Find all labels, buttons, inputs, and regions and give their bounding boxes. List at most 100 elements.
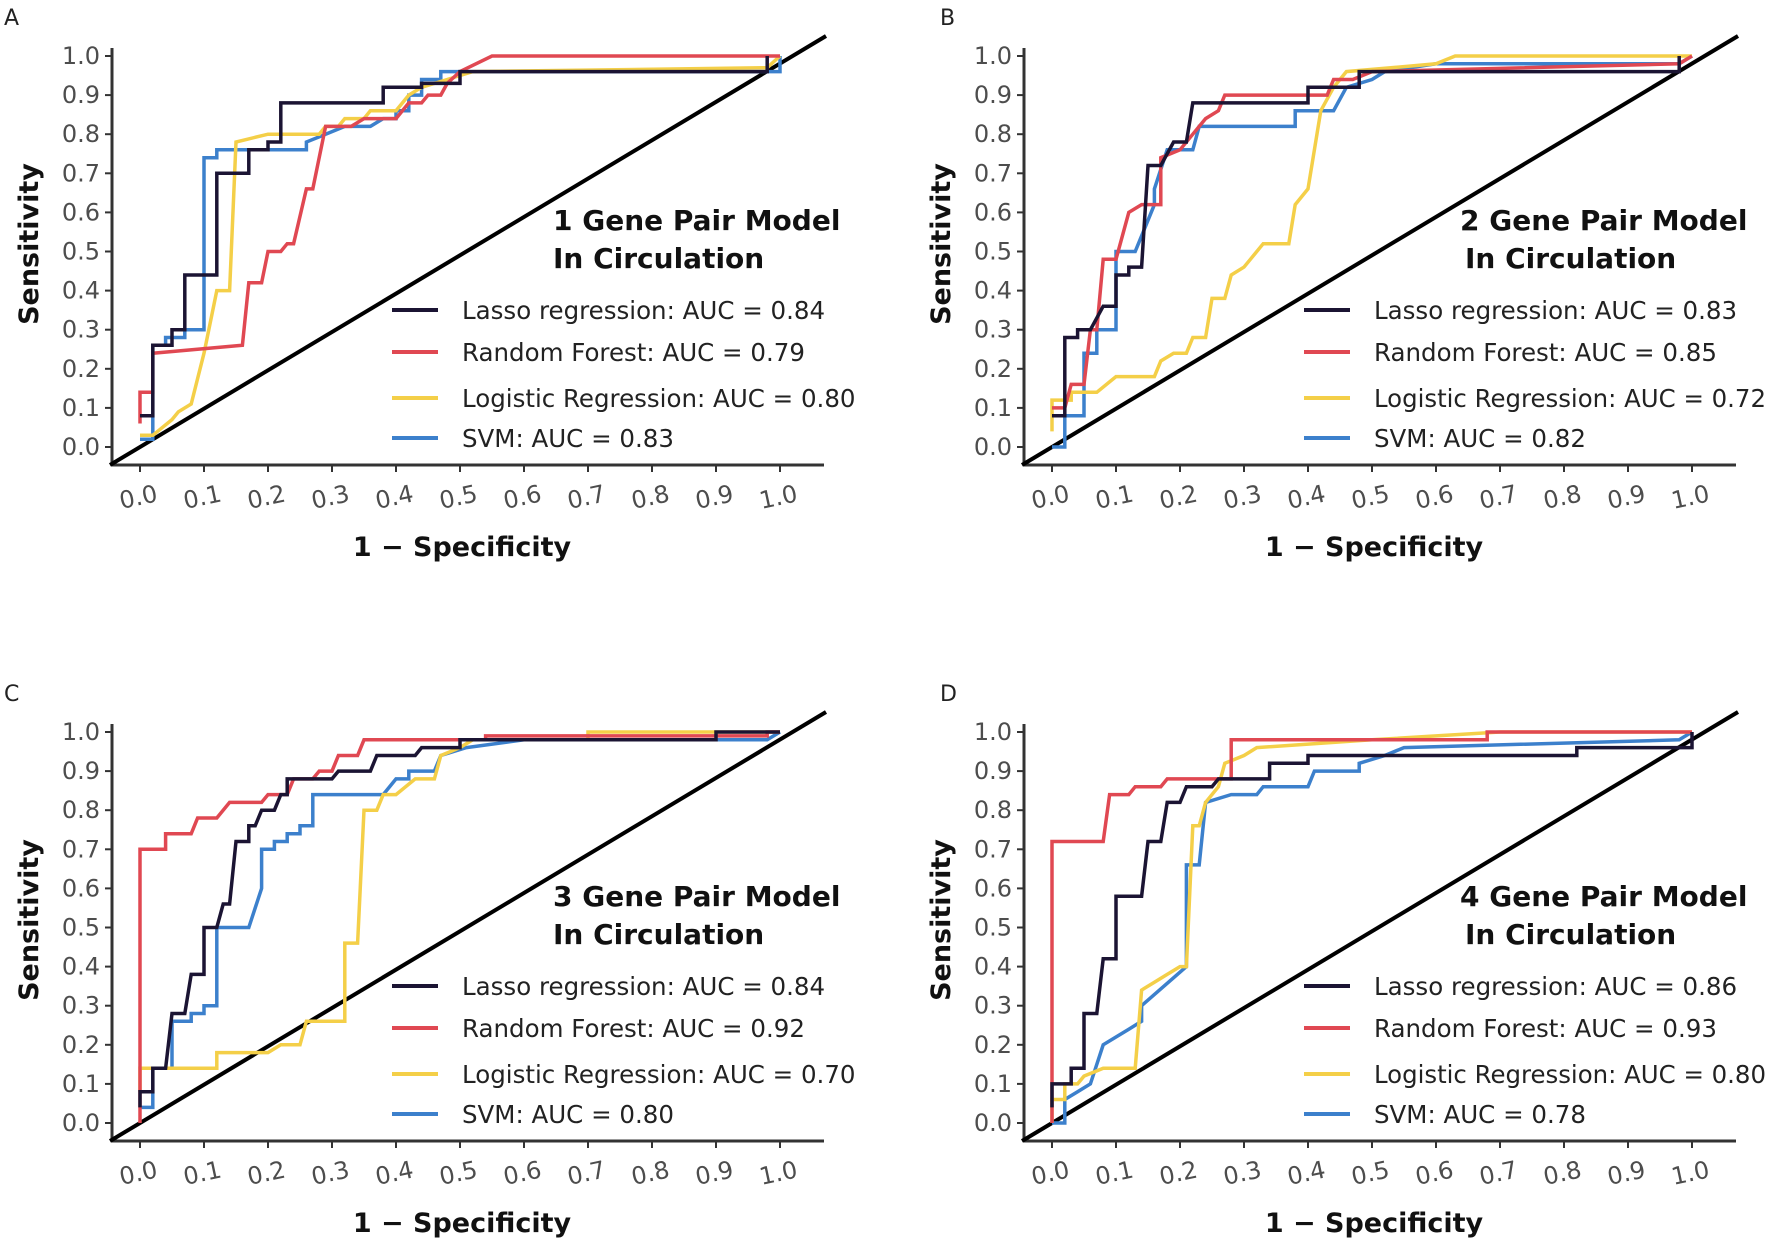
y-tick-label: 0.5 xyxy=(62,914,100,942)
y-tick-label: 1.0 xyxy=(974,42,1012,70)
x-tick-label: 0.2 xyxy=(245,1156,288,1191)
model-title-line-1: 2 Gene Pair Model xyxy=(1460,204,1747,237)
y-tick-label: 0.7 xyxy=(62,835,100,863)
x-tick-label: 0.9 xyxy=(693,1156,736,1191)
y-axis-title: Sensitivity xyxy=(14,163,45,325)
legend-label-lasso: Lasso regression: AUC = 0.83 xyxy=(1374,296,1737,325)
x-tick-label: 0.9 xyxy=(693,480,736,515)
x-tick-label: 0.8 xyxy=(1541,480,1584,515)
legend-label-logistic: Logistic Regression: AUC = 0.72 xyxy=(1374,384,1766,413)
roc-plot-area: 0.0 0.1 0.2 0.3 0.4 0.5 0.6 0.7 0.8 0.9 1.0 0.0 0.1 0… xyxy=(62,34,828,515)
y-tick-label: 0.3 xyxy=(974,992,1012,1020)
model-title-line-1: 3 Gene Pair Model xyxy=(553,880,840,913)
legend: Lasso regression: AUC = 0.83 Random Fore… xyxy=(1304,296,1766,453)
x-tick-label: 1.0 xyxy=(757,480,800,515)
x-tick-label: 1.0 xyxy=(757,1156,800,1191)
y-tick-label: 0.4 xyxy=(62,277,100,305)
panel-letter: D xyxy=(940,682,957,707)
y-tick-label: 0.8 xyxy=(974,120,1012,148)
y-axis-title: Sensitivity xyxy=(926,163,957,325)
y-tick-label: 0.9 xyxy=(62,757,100,785)
roc-curve-rf xyxy=(138,54,780,424)
y-tick-label: 0.3 xyxy=(62,316,100,344)
y-tick-label: 0.9 xyxy=(974,757,1012,785)
x-tick-label: 0.7 xyxy=(1477,1156,1520,1191)
legend: Lasso regression: AUC = 0.84 Random Fore… xyxy=(392,972,856,1129)
legend-label-svm: SVM: AUC = 0.80 xyxy=(462,1100,674,1129)
x-axis-title: 1 − Specificity xyxy=(1265,532,1484,563)
y-tick-label: 0.1 xyxy=(974,1070,1012,1098)
model-title-line-1: 1 Gene Pair Model xyxy=(553,204,840,237)
y-axis-title: Sensitivity xyxy=(14,839,45,1001)
x-tick-label: 0.3 xyxy=(1221,1156,1264,1191)
x-axis-title: 1 − Specificity xyxy=(353,532,572,563)
y-tick-label: 0.1 xyxy=(974,394,1012,422)
y-tick-label: 0.2 xyxy=(62,355,100,383)
y-tick-label: 1.0 xyxy=(974,718,1012,746)
x-tick-label: 0.0 xyxy=(1029,1156,1072,1191)
roc-curve-svm xyxy=(140,730,781,1110)
legend-label-lasso: Lasso regression: AUC = 0.84 xyxy=(462,296,825,325)
x-tick-label: 0.5 xyxy=(437,480,480,515)
panel-letter: A xyxy=(4,6,19,31)
y-tick-label: 0.2 xyxy=(974,1031,1012,1059)
y-tick-label: 0.6 xyxy=(974,874,1012,902)
x-tick-label: 0.5 xyxy=(1349,480,1392,515)
panel-b: B 0.00.10.20.30.40.50.60.70.80.91.00.0 0.… xyxy=(926,6,1766,563)
panel-a: A 0.00.10.20.30.40.50.60.70.80.91.00.0 0.… xyxy=(4,6,856,563)
x-tick-label: 0.0 xyxy=(117,480,160,515)
x-tick-label: 0.7 xyxy=(565,1156,608,1191)
legend-label-rf: Random Forest: AUC = 0.93 xyxy=(1374,1014,1717,1043)
x-tick-label: 1.0 xyxy=(1669,480,1712,515)
y-axis-title: Sensitivity xyxy=(926,839,957,1001)
model-title-line-1: 4 Gene Pair Model xyxy=(1460,880,1747,913)
x-tick-label: 0.4 xyxy=(1285,1156,1328,1191)
x-tick-label: 0.5 xyxy=(1349,1156,1392,1191)
roc-curve-logistic xyxy=(138,730,780,1092)
x-tick-label: 0.4 xyxy=(1285,480,1328,515)
y-tick-label: 0.3 xyxy=(974,316,1012,344)
panel-letter: B xyxy=(940,6,955,31)
y-tick-label: 0.1 xyxy=(62,1070,100,1098)
legend-label-logistic: Logistic Regression: AUC = 0.80 xyxy=(1374,1060,1766,1089)
legend-label-lasso: Lasso regression: AUC = 0.86 xyxy=(1374,972,1737,1001)
legend-label-svm: SVM: AUC = 0.82 xyxy=(1374,424,1586,453)
reference-diagonal-line xyxy=(108,710,828,1143)
x-tick-label: 0.1 xyxy=(1093,1156,1136,1191)
model-title-line-2: In Circulation xyxy=(1465,918,1676,951)
x-tick-label: 0.1 xyxy=(181,1156,224,1191)
x-tick-label: 0.2 xyxy=(1157,1156,1200,1191)
x-tick-label: 0.9 xyxy=(1605,1156,1648,1191)
x-tick-label: 0.6 xyxy=(1413,1156,1456,1191)
y-tick-label: 0.5 xyxy=(62,238,100,266)
x-axis-title: 1 − Specificity xyxy=(1265,1208,1484,1239)
roc-curve-svm xyxy=(1052,54,1693,449)
roc-curve-logistic xyxy=(1050,54,1692,432)
y-tick-label: 0.8 xyxy=(62,120,100,148)
y-tick-label: 0.4 xyxy=(62,953,100,981)
x-tick-label: 1.0 xyxy=(1669,1156,1712,1191)
x-tick-label: 0.2 xyxy=(1157,480,1200,515)
y-tick-label: 1.0 xyxy=(62,42,100,70)
x-tick-label: 0.7 xyxy=(1477,480,1520,515)
y-tick-label: 0.7 xyxy=(974,835,1012,863)
x-tick-label: 0.7 xyxy=(565,480,608,515)
y-tick-label: 0.3 xyxy=(62,992,100,1020)
x-tick-label: 0.5 xyxy=(437,1156,480,1191)
model-title-line-2: In Circulation xyxy=(553,242,764,275)
reference-diagonal-line xyxy=(1020,710,1740,1143)
x-tick-label: 0.6 xyxy=(1413,480,1456,515)
panel-d: D 0.00.10.20.30.40.50.60.70.80.91.00.0 0.… xyxy=(926,682,1766,1239)
legend-label-logistic: Logistic Regression: AUC = 0.80 xyxy=(462,384,856,413)
legend: Lasso regression: AUC = 0.86 Random Fore… xyxy=(1304,972,1766,1129)
y-tick-label: 0.0 xyxy=(62,1109,100,1137)
x-tick-label: 0.3 xyxy=(309,1156,352,1191)
panel-letter: C xyxy=(4,682,19,707)
x-tick-label: 0.1 xyxy=(1093,480,1136,515)
x-tick-label: 0.8 xyxy=(629,1156,672,1191)
y-tick-label: 0.8 xyxy=(62,796,100,824)
y-tick-label: 0.7 xyxy=(974,159,1012,187)
roc-curve-lasso xyxy=(1052,56,1681,418)
y-tick-label: 0.5 xyxy=(974,914,1012,942)
